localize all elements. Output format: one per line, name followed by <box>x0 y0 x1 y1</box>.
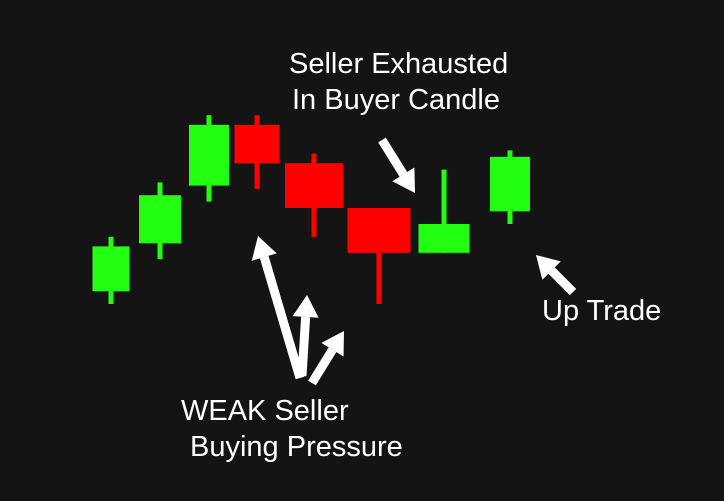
weak-seller-annotation: WEAK Seller Buying Pressure <box>181 393 403 465</box>
candle-wick-6 <box>376 208 382 304</box>
weak-seller-arrow-3-icon <box>308 331 344 386</box>
candle-body-8 <box>490 156 530 212</box>
seller-exhausted-annotation: Seller Exhausted In Buyer Candle <box>289 46 508 118</box>
weak-seller-arrow-1-icon <box>251 236 305 380</box>
weak-seller-line-1: WEAK Seller <box>181 395 349 427</box>
weak-seller-arrow-2-icon <box>292 295 319 377</box>
seller-exhausted-line-2: In Buyer Candle <box>292 84 500 116</box>
candle-body-5 <box>285 163 343 208</box>
candle-body-7 <box>418 224 470 253</box>
candle-body-1 <box>92 246 130 292</box>
candle-body-4 <box>234 124 280 164</box>
seller-exhausted-line-1: Seller Exhausted <box>289 48 509 80</box>
candle-body-3 <box>189 124 229 186</box>
candle-body-2 <box>139 195 181 244</box>
candle-body-6 <box>347 208 411 253</box>
up-trade-annotation: Up Trade <box>542 295 662 327</box>
candle-wick-7 <box>441 169 447 253</box>
up-trade-arrow-icon <box>536 255 577 296</box>
seller-exhausted-arrow-icon <box>378 137 415 193</box>
weak-seller-line-2: Buying Pressure <box>190 431 403 463</box>
